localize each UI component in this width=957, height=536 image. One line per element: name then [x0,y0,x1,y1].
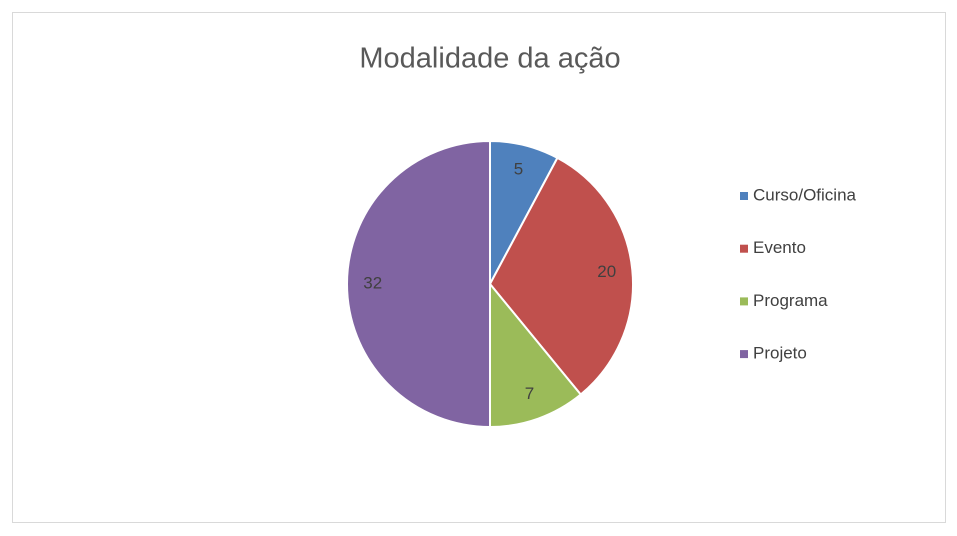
chart-title: Modalidade da ação [359,43,620,75]
legend-swatch [740,192,748,200]
pie-slice [489,281,583,429]
data-label: 7 [525,384,534,403]
legend-swatch [740,350,748,359]
data-label: 32 [363,273,382,292]
legend-label: Evento [753,238,806,257]
legend-swatch [740,297,748,306]
pie-slice [346,139,491,429]
pie-slice [488,156,634,396]
legend-label: Programa [753,291,828,310]
legend-label: Curso/Oficina [753,185,857,204]
data-label: 5 [514,160,523,179]
data-label: 20 [597,262,616,281]
legend-label: Projeto [753,344,807,363]
legend-swatch [740,244,748,253]
